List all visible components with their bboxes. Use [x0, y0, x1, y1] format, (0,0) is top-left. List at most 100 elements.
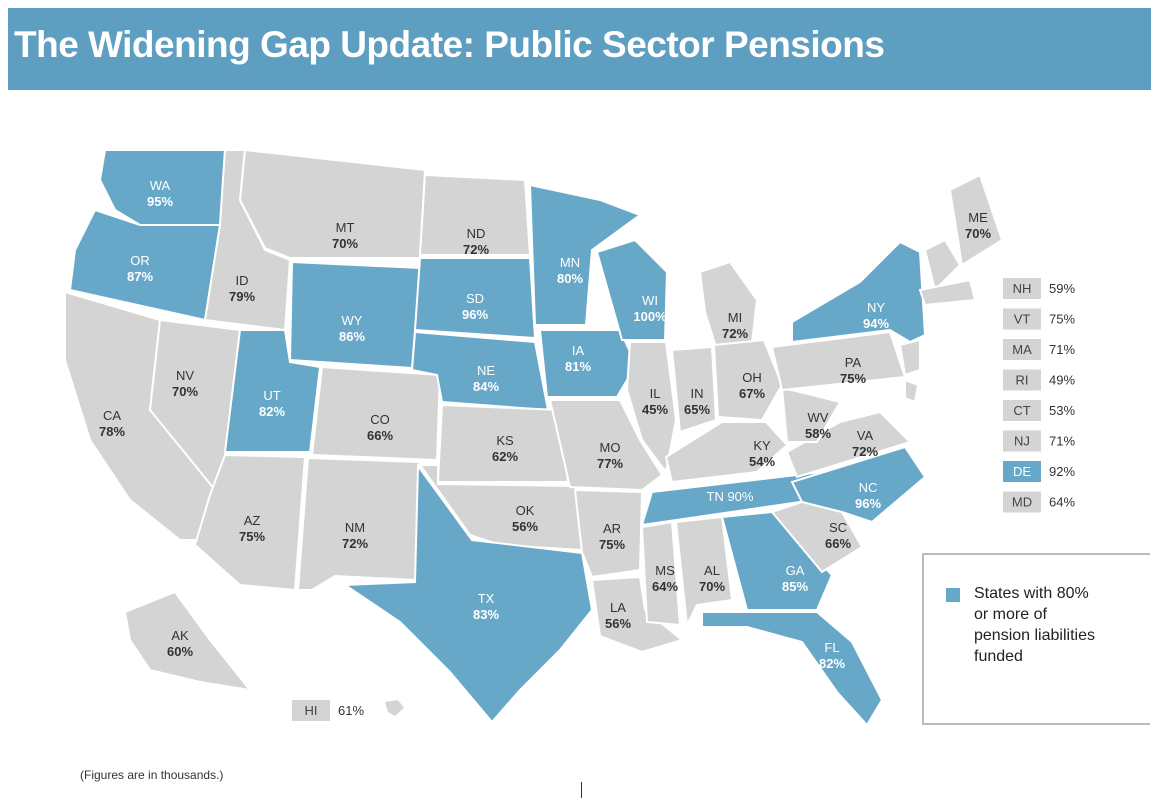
small-state-abbr: NH: [1013, 281, 1032, 296]
state-abbr: UT: [263, 388, 280, 403]
state-pct: 85%: [782, 579, 808, 594]
state-pct: 75%: [840, 371, 866, 386]
small-state-box: [1003, 308, 1041, 330]
small-state-pct: 59%: [1049, 281, 1075, 296]
state-abbr: WI: [642, 293, 658, 308]
state: [625, 341, 678, 475]
state-pct: 70%: [172, 384, 198, 399]
state-abbr: KS: [496, 433, 514, 448]
small-state-abbr: CT: [1013, 403, 1030, 418]
state-abbr: MT: [336, 220, 355, 235]
state: [720, 510, 834, 611]
title: The Widening Gap Update: Public Sector P…: [14, 24, 885, 65]
state: [590, 575, 685, 654]
small-state-pct: 71%: [1049, 342, 1075, 357]
state-pct: 78%: [99, 424, 125, 439]
state: [123, 590, 253, 692]
small-state-box: [1003, 461, 1041, 482]
state: [674, 515, 734, 629]
state-fragment: [918, 278, 977, 307]
state-fragment: [904, 378, 920, 404]
state-pct: 72%: [722, 326, 748, 341]
state-pct: 95%: [147, 194, 173, 209]
state-fragment: [898, 338, 921, 377]
small-state-pct: 71%: [1049, 434, 1075, 449]
legend-text: States with 80% or more of pension liabi…: [974, 585, 1095, 665]
legend: States with 80% or more of pension liabi…: [922, 553, 1150, 725]
small-state-box: [1003, 278, 1041, 299]
state-abbr: VA: [857, 428, 874, 443]
state-pct: 84%: [473, 379, 499, 394]
state-pct: 66%: [825, 536, 851, 551]
state-abbr: OK: [516, 503, 535, 518]
state-abbr: WY: [342, 313, 363, 328]
state: [238, 148, 427, 259]
state-pct: 72%: [463, 242, 489, 257]
state-pct: 60%: [167, 644, 193, 659]
small-state-pct: 49%: [1049, 373, 1075, 388]
small-state-abbr: DE: [1013, 464, 1031, 479]
state-pct: 70%: [332, 236, 358, 251]
title-bar: [8, 8, 1151, 90]
state: [791, 240, 927, 344]
small-state-pct: 61%: [338, 703, 364, 718]
state-abbr: IL: [650, 386, 661, 401]
state-pct: 54%: [749, 454, 775, 469]
small-state-abbr: RI: [1016, 373, 1029, 388]
small-state-pct: 53%: [1049, 403, 1075, 418]
state-abbr: AZ: [244, 513, 261, 528]
state-abbr: WV: [808, 410, 829, 425]
state-abbr: ID: [236, 273, 249, 288]
state-pct: 67%: [739, 386, 765, 401]
state: [310, 365, 442, 462]
state: [780, 386, 842, 443]
state-pct: 94%: [863, 316, 889, 331]
state-abbr: AL: [704, 563, 720, 578]
state-pct: 83%: [473, 607, 499, 622]
footnote: (Figures are in thousands.): [80, 768, 224, 782]
state-abbr: GA: [786, 563, 805, 578]
state-pct: 70%: [699, 579, 725, 594]
state: [712, 338, 784, 422]
state-abbr: LA: [610, 600, 626, 615]
state-abbr: IA: [572, 343, 585, 358]
state-pct: 70%: [965, 226, 991, 241]
state-pct: 64%: [652, 579, 678, 594]
state-pct: 77%: [597, 456, 623, 471]
state: [670, 345, 718, 434]
small-state-box: [1003, 430, 1041, 452]
state-pct: 75%: [239, 529, 265, 544]
state-pct: 75%: [599, 537, 625, 552]
small-state-pct: 92%: [1049, 464, 1075, 479]
state-pct: 65%: [684, 402, 710, 417]
state-fragment: [923, 238, 962, 292]
state-abbr: TN 90%: [707, 489, 754, 504]
state-abbr: TX: [478, 591, 495, 606]
state-abbr: NM: [345, 520, 365, 535]
state-pct: 81%: [565, 359, 591, 374]
state-pct: 56%: [605, 616, 631, 631]
state-abbr: OH: [742, 370, 762, 385]
small-state-box: [1003, 400, 1041, 421]
small-state-pct: 75%: [1049, 312, 1075, 327]
state: [193, 453, 307, 592]
state: [341, 463, 594, 724]
state: [948, 173, 1004, 267]
small-state-abbr: VT: [1014, 312, 1031, 327]
state-pct: 96%: [462, 307, 488, 322]
state-abbr: SD: [466, 291, 484, 306]
state: [296, 456, 422, 591]
state-abbr: AK: [171, 628, 189, 643]
state: [701, 611, 884, 727]
state-abbr: CO: [370, 412, 390, 427]
state: [573, 488, 644, 579]
small-state-abbr: NJ: [1014, 434, 1030, 449]
small-state-box: [292, 700, 330, 721]
state-pct: 87%: [127, 269, 153, 284]
small-state-abbr: MD: [1012, 495, 1032, 510]
small-state-pct: 64%: [1049, 495, 1075, 510]
state-abbr: KY: [753, 438, 771, 453]
state: [410, 330, 550, 412]
state-abbr: ND: [467, 226, 486, 241]
